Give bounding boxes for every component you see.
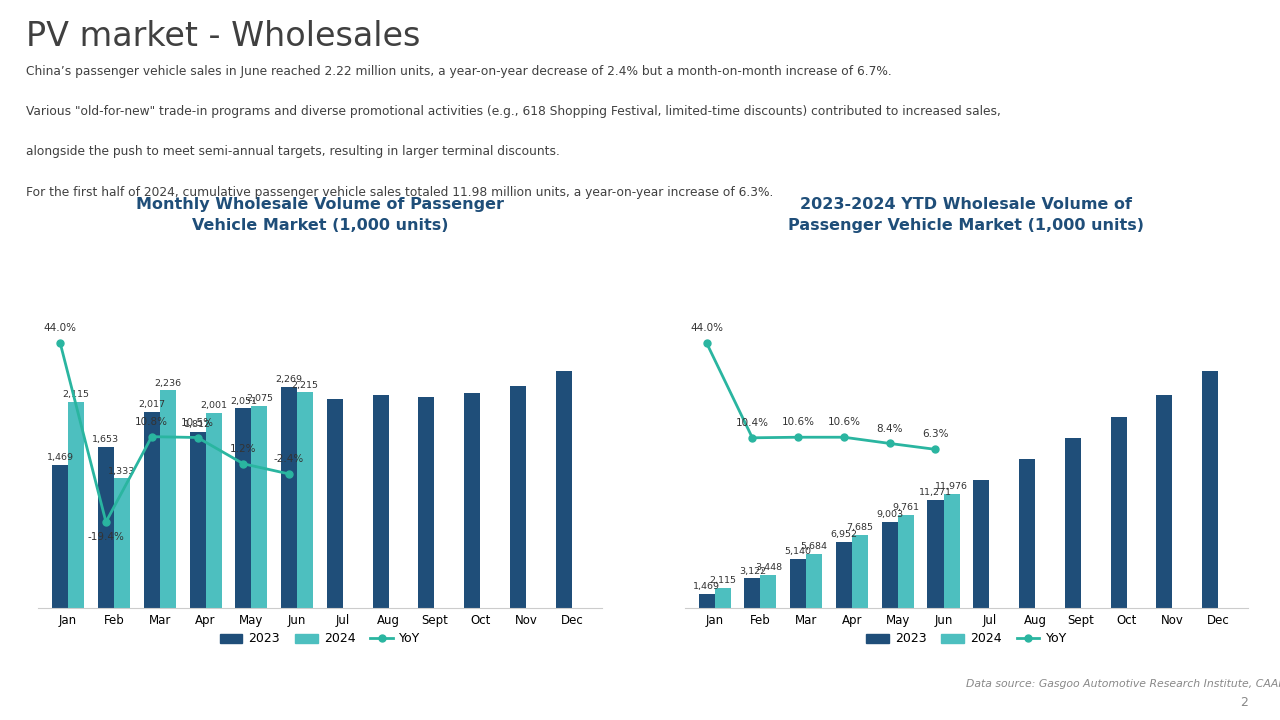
Text: 1,333: 1,333 (109, 467, 136, 476)
Text: 10.4%: 10.4% (736, 418, 769, 428)
Text: Data source: Gasgoo Automotive Research Institute, CAAM: Data source: Gasgoo Automotive Research … (966, 679, 1280, 689)
Text: 2,115: 2,115 (63, 390, 90, 400)
Bar (419, 397, 434, 608)
Bar (1019, 459, 1036, 608)
Bar (52, 465, 68, 608)
Text: 1.2%: 1.2% (230, 444, 256, 454)
Bar (973, 480, 989, 608)
Bar (714, 588, 731, 608)
Bar (745, 578, 760, 608)
Text: 2,075: 2,075 (246, 395, 273, 403)
Title: 2023-2024 YTD Wholesale Volume of
Passenger Vehicle Market (1,000 units): 2023-2024 YTD Wholesale Volume of Passen… (788, 197, 1144, 233)
Text: 2,236: 2,236 (154, 379, 182, 387)
Legend: 2023, 2024, YoY: 2023, 2024, YoY (215, 628, 425, 650)
Text: 2,017: 2,017 (138, 400, 165, 409)
Text: -19.4%: -19.4% (87, 532, 124, 542)
Bar (1065, 438, 1080, 608)
Bar (928, 500, 943, 608)
Text: 9,761: 9,761 (892, 503, 919, 512)
Text: 10.6%: 10.6% (827, 418, 860, 428)
Text: 7,685: 7,685 (846, 523, 873, 532)
Text: 2,215: 2,215 (292, 381, 319, 390)
Text: 2,051: 2,051 (230, 397, 257, 405)
Text: 1,812: 1,812 (184, 420, 211, 429)
Bar (99, 447, 114, 608)
Bar (326, 399, 343, 608)
Text: 1,469: 1,469 (692, 582, 721, 591)
Bar (556, 372, 572, 608)
Text: 10.5%: 10.5% (180, 418, 214, 428)
Text: 11,976: 11,976 (934, 482, 968, 491)
Bar (699, 594, 714, 608)
Bar (897, 515, 914, 608)
Bar (509, 386, 526, 608)
Bar (806, 554, 822, 608)
Bar (189, 432, 206, 608)
Text: PV market - Wholesales: PV market - Wholesales (26, 20, 420, 53)
Text: 8.4%: 8.4% (877, 423, 902, 433)
Bar (143, 412, 160, 608)
Text: 44.0%: 44.0% (44, 323, 77, 333)
Bar (236, 408, 251, 608)
Bar (160, 390, 175, 608)
Text: China’s passenger vehicle sales in June reached 2.22 million units, a year-on-ye: China’s passenger vehicle sales in June … (26, 65, 891, 78)
Text: For the first half of 2024, cumulative passenger vehicle sales totaled 11.98 mil: For the first half of 2024, cumulative p… (26, 186, 773, 199)
Text: alongside the push to meet semi-annual targets, resulting in larger terminal dis: alongside the push to meet semi-annual t… (26, 145, 559, 158)
Bar (68, 402, 84, 608)
Text: 1,469: 1,469 (46, 454, 74, 462)
Legend: 2023, 2024, YoY: 2023, 2024, YoY (861, 628, 1071, 650)
Bar (251, 406, 268, 608)
Text: 6.3%: 6.3% (923, 430, 948, 439)
Text: 10.6%: 10.6% (782, 418, 814, 428)
Text: 2,001: 2,001 (200, 402, 227, 410)
Text: -2.4%: -2.4% (274, 454, 305, 464)
Text: 5,684: 5,684 (801, 542, 828, 551)
Bar (836, 541, 852, 608)
Text: 2: 2 (1240, 696, 1248, 709)
Text: 44.0%: 44.0% (690, 323, 723, 333)
Text: 11,271: 11,271 (919, 488, 952, 498)
Bar (282, 387, 297, 608)
Bar (760, 575, 777, 608)
Text: 10.8%: 10.8% (136, 417, 168, 427)
Bar (1156, 395, 1172, 608)
Text: 3,448: 3,448 (755, 564, 782, 572)
Text: 2,115: 2,115 (709, 576, 736, 585)
Bar (114, 479, 131, 608)
Bar (206, 413, 221, 608)
Bar (1111, 417, 1126, 608)
Text: 9,003: 9,003 (876, 510, 904, 519)
Bar (465, 393, 480, 608)
Title: Monthly Wholesale Volume of Passenger
Vehicle Market (1,000 units): Monthly Wholesale Volume of Passenger Ve… (136, 197, 504, 233)
Text: 6,952: 6,952 (831, 530, 858, 539)
Text: Various "old-for-new" trade-in programs and diverse promotional activities (e.g.: Various "old-for-new" trade-in programs … (26, 105, 1001, 118)
Bar (852, 535, 868, 608)
Bar (882, 522, 897, 608)
Bar (372, 395, 389, 608)
Bar (1202, 372, 1219, 608)
Bar (790, 559, 806, 608)
Bar (943, 493, 960, 608)
Text: 1,653: 1,653 (92, 436, 119, 444)
Bar (297, 392, 314, 608)
Text: 2,269: 2,269 (275, 375, 302, 384)
Text: 3,122: 3,122 (739, 567, 765, 575)
Text: 5,140: 5,140 (785, 547, 812, 557)
